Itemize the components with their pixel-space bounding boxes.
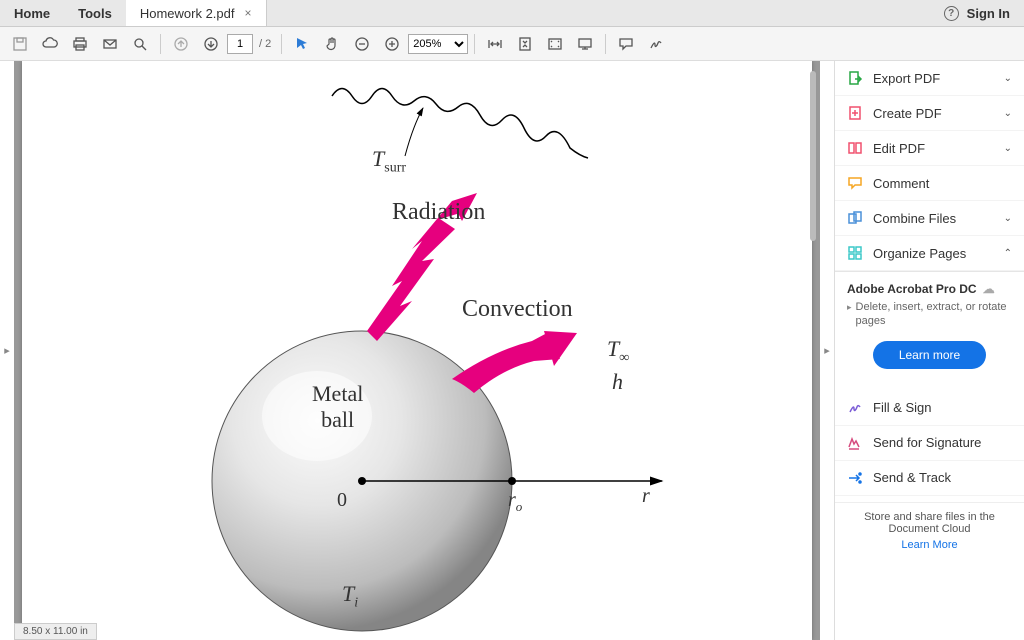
sidebar-item-send-signature[interactable]: Send for Signature [835,426,1024,461]
label-ro: ro [508,489,522,515]
tab-document[interactable]: Homework 2.pdf × [126,0,267,26]
sidebar-footer: Store and share files in the Document Cl… [835,502,1024,559]
sign-in-button[interactable]: ? Sign In [930,0,1024,26]
sidebar-item-comment[interactable]: Comment [835,166,1024,201]
search-icon[interactable] [126,30,154,58]
chevron-up-icon: ⌃ [1004,248,1012,259]
sign-in-label: Sign In [967,6,1010,21]
arrow-cursor-icon[interactable] [288,30,316,58]
organize-icon [847,245,863,261]
sidebar-label: Fill & Sign [873,400,932,415]
label-ti: Ti [342,581,358,611]
label-convection: Convection [462,296,573,323]
footer-learn-more-link[interactable]: Learn More [845,539,1014,551]
close-icon[interactable]: × [244,6,251,20]
left-panel-toggle[interactable]: ▸ [0,61,14,640]
send-track-icon [847,470,863,486]
zoom-out-icon[interactable] [348,30,376,58]
diagram [22,61,812,640]
fit-page-icon[interactable] [511,30,539,58]
help-icon[interactable]: ? [944,6,959,21]
sidebar-label: Export PDF [873,71,940,86]
chevron-down-icon: ⌄ [1004,213,1012,224]
learn-more-button[interactable]: Learn more [873,341,986,369]
right-panel-toggle[interactable]: ▸ [820,61,834,640]
sidebar-label: Send for Signature [873,435,981,450]
create-pdf-icon [847,105,863,121]
chevron-down-icon: ⌄ [1004,108,1012,119]
sidebar-item-send-track[interactable]: Send & Track [835,461,1024,496]
cloud-small-icon: ☁ [983,282,995,296]
sidebar-item-create-pdf[interactable]: Create PDF ⌄ [835,96,1024,131]
fill-sign-icon [847,400,863,416]
edit-pdf-icon [847,140,863,156]
tab-document-label: Homework 2.pdf [140,6,235,21]
page-down-icon[interactable] [197,30,225,58]
sidebar-label: Combine Files [873,211,956,226]
tab-tools[interactable]: Tools [64,0,126,26]
label-origin: 0 [337,489,347,512]
promo-title: Adobe Acrobat Pro DC [847,282,977,296]
label-r: r [642,485,650,508]
sidebar-label: Edit PDF [873,141,925,156]
fit-width-icon[interactable] [481,30,509,58]
sidebar-item-fill-sign[interactable]: Fill & Sign [835,391,1024,426]
email-icon[interactable] [96,30,124,58]
comment-tool-icon [847,175,863,191]
export-pdf-icon [847,70,863,86]
zoom-select[interactable]: 205% [408,34,468,54]
page-count: / 2 [259,38,271,50]
label-radiation: Radiation [392,199,485,226]
sidebar-label: Comment [873,176,929,191]
promo-desc: Delete, insert, extract, or rotate pages [856,300,1012,329]
save-icon[interactable] [6,30,34,58]
chevron-down-icon: ⌄ [1004,143,1012,154]
comment-icon[interactable] [612,30,640,58]
sidebar-item-organize[interactable]: Organize Pages ⌃ [835,236,1024,271]
cloud-icon[interactable] [36,30,64,58]
scrollbar-thumb[interactable] [810,71,816,241]
read-mode-icon[interactable] [571,30,599,58]
sidebar-label: Create PDF [873,106,942,121]
tools-sidebar: Export PDF ⌄ Create PDF ⌄ Edit PDF ⌄ Com… [834,61,1024,640]
main-area: ▸ [0,61,1024,640]
document-viewport[interactable]: Tsurr Radiation Convection T∞ h Metalbal… [14,61,820,640]
sidebar-promo-section: Adobe Acrobat Pro DC ☁ ▸ Delete, insert,… [835,271,1024,391]
send-sign-icon [847,435,863,451]
sidebar-item-edit-pdf[interactable]: Edit PDF ⌄ [835,131,1024,166]
sidebar-item-combine[interactable]: Combine Files ⌄ [835,201,1024,236]
sidebar-label: Send & Track [873,470,951,485]
page-up-icon[interactable] [167,30,195,58]
triangle-icon: ▸ [847,302,852,313]
footer-text: Store and share files in the Document Cl… [864,511,995,535]
page-size-status: 8.50 x 11.00 in [14,623,97,640]
toolbar: / 2 205% [0,27,1024,61]
label-tsurr: Tsurr [372,146,406,176]
zoom-in-icon[interactable] [378,30,406,58]
fullscreen-icon[interactable] [541,30,569,58]
tab-home[interactable]: Home [0,0,64,26]
pdf-page: Tsurr Radiation Convection T∞ h Metalbal… [22,61,812,640]
label-metal-ball: Metalball [312,381,363,433]
sidebar-item-export-pdf[interactable]: Export PDF ⌄ [835,61,1024,96]
page-number-input[interactable] [227,34,253,54]
chevron-down-icon: ⌄ [1004,73,1012,84]
sidebar-label: Organize Pages [873,246,966,261]
label-tinf: T∞ [607,336,629,366]
label-h: h [612,369,623,395]
hand-icon[interactable] [318,30,346,58]
combine-icon [847,210,863,226]
print-icon[interactable] [66,30,94,58]
tab-bar: Home Tools Homework 2.pdf × ? Sign In [0,0,1024,27]
sign-icon[interactable] [642,30,670,58]
